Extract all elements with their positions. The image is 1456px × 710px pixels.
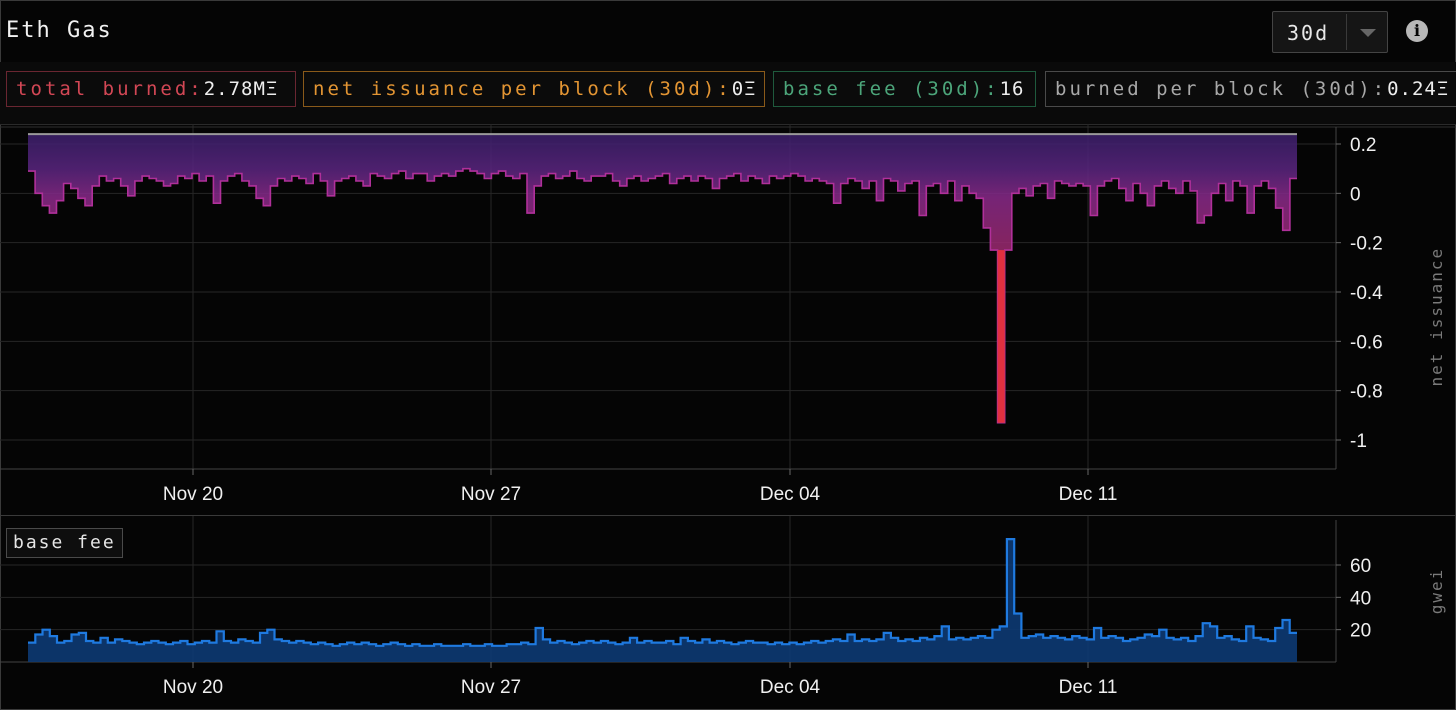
net-issuance-line [28, 167, 1297, 424]
stat-value: 16 [999, 78, 1025, 100]
stat-value: 2.78MΞ [203, 78, 279, 100]
net-issuance-spike [997, 250, 1005, 423]
base-fee-chart: 60 40 20 Nov 20 Nov 27 Dec 04 Dec 11 gwei [0, 516, 1446, 698]
page-title: Eth Gas [6, 18, 113, 43]
range-value: 30d [1287, 21, 1330, 45]
stats-bar: total burned:2.78MΞ net issuance per blo… [0, 62, 1456, 125]
stat-label: burned per block (30d): [1055, 78, 1388, 100]
header: Eth Gas 30d i [0, 0, 1456, 63]
stat-value: 0Ξ [731, 78, 757, 100]
stat-label: base fee (30d): [783, 78, 1000, 100]
stat-net-issuance: net issuance per block (30d):0Ξ [303, 71, 765, 107]
stat-burned-per-block: burned per block (30d):0.24Ξ [1045, 71, 1456, 107]
y-tick-label: 20 [1350, 621, 1371, 642]
stat-total-burned: total burned:2.78MΞ [6, 71, 296, 107]
chart-legend-base-fee: base fee [6, 528, 123, 558]
base-fee-area [28, 539, 1297, 662]
x-tick-label: Dec 04 [760, 484, 821, 505]
x-tick-label: Nov 20 [163, 484, 223, 505]
chevron-down-icon[interactable] [1360, 29, 1376, 37]
y-tick-label: 40 [1350, 588, 1371, 609]
y-tick-label: 0 [1350, 184, 1361, 205]
y-tick-label: -0.8 [1350, 382, 1383, 403]
y-tick-label: -0.2 [1350, 234, 1383, 255]
stat-base-fee: base fee (30d):16 [773, 71, 1036, 107]
range-divider [1346, 14, 1347, 50]
y-tick-label: 60 [1350, 556, 1371, 577]
range-select[interactable]: 30d [1272, 11, 1388, 53]
x-tick-label: Dec 11 [1059, 677, 1118, 698]
stat-label: total burned: [16, 78, 204, 100]
y-tick-label: -0.4 [1350, 283, 1383, 304]
y-tick-label: 0.2 [1350, 135, 1376, 156]
x-tick-label: Nov 27 [461, 484, 521, 505]
chart-divider [0, 515, 1456, 516]
y-axis-title: gwei [1427, 568, 1446, 615]
y-tick-label: -1 [1350, 431, 1367, 452]
x-tick-label: Nov 27 [461, 677, 521, 698]
net-issuance-area [28, 134, 1297, 423]
stat-label: net issuance per block (30d): [313, 78, 732, 100]
y-axis-title: net issuance [1427, 247, 1446, 387]
y-tick-label: -0.6 [1350, 332, 1383, 353]
x-tick-label: Nov 20 [163, 677, 223, 698]
base-fee-line [28, 538, 1297, 647]
x-tick-label: Dec 11 [1059, 484, 1118, 505]
info-icon[interactable]: i [1406, 20, 1428, 42]
net-issuance-chart: 0.2 0 -0.2 -0.4 -0.6 -0.8 -1 Nov 20 Nov 27 Dec 04… [0, 124, 1456, 505]
stat-value: 0.24Ξ [1387, 78, 1450, 100]
x-tick-label: Dec 04 [760, 677, 821, 698]
